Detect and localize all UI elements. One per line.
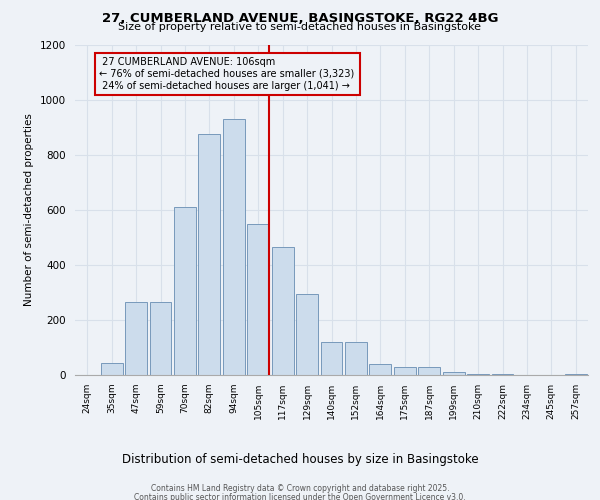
Text: Size of property relative to semi-detached houses in Basingstoke: Size of property relative to semi-detach… (119, 22, 482, 32)
Bar (296, 294, 318, 375)
Bar (101, 362, 122, 375)
Bar (199, 134, 220, 375)
Text: Contains HM Land Registry data © Crown copyright and database right 2025.: Contains HM Land Registry data © Crown c… (151, 484, 449, 493)
Y-axis label: Number of semi-detached properties: Number of semi-detached properties (24, 114, 34, 306)
Bar (418, 367, 440, 375)
Text: Distribution of semi-detached houses by size in Basingstoke: Distribution of semi-detached houses by … (122, 452, 478, 466)
Bar (467, 374, 489, 375)
Bar (370, 364, 391, 375)
Bar (223, 119, 245, 375)
Text: 27, CUMBERLAND AVENUE, BASINGSTOKE, RG22 4BG: 27, CUMBERLAND AVENUE, BASINGSTOKE, RG22… (102, 12, 498, 24)
Bar (272, 247, 293, 375)
Bar (443, 372, 464, 375)
Bar (345, 342, 367, 375)
Bar (491, 374, 514, 375)
Bar (394, 367, 416, 375)
Bar (247, 224, 269, 375)
Bar (320, 342, 343, 375)
Bar (565, 374, 587, 375)
Bar (125, 302, 147, 375)
Text: 27 CUMBERLAND AVENUE: 106sqm
← 76% of semi-detached houses are smaller (3,323)
 : 27 CUMBERLAND AVENUE: 106sqm ← 76% of se… (100, 58, 355, 90)
Text: Contains public sector information licensed under the Open Government Licence v3: Contains public sector information licen… (134, 492, 466, 500)
Bar (149, 302, 172, 375)
Bar (174, 207, 196, 375)
